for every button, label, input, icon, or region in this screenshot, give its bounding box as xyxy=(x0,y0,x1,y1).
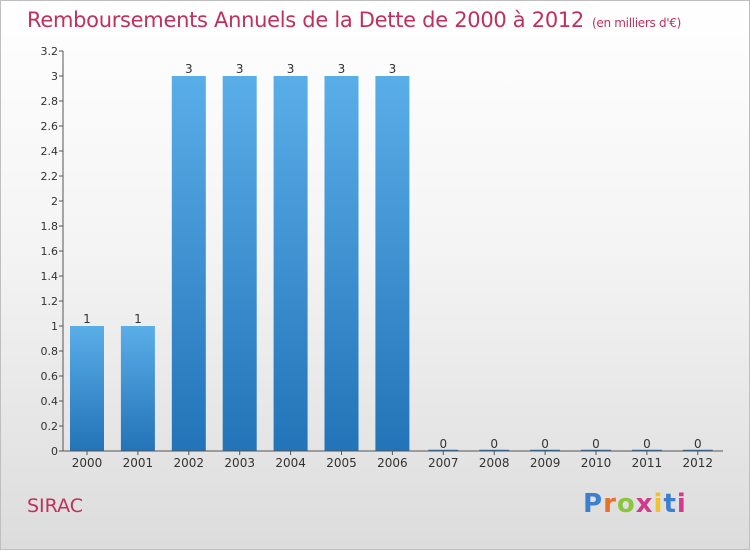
y-tick-label: 0.2 xyxy=(41,420,59,433)
y-tick-label: 0.8 xyxy=(41,345,59,358)
data-label: 3 xyxy=(338,62,346,76)
x-tick-label: 2011 xyxy=(632,456,663,470)
y-tick-label: 3.2 xyxy=(41,45,59,58)
x-tick-label: 2003 xyxy=(224,456,255,470)
bar xyxy=(70,326,104,451)
data-label: 0 xyxy=(643,437,651,451)
proxiti-logo: Proxiti xyxy=(583,489,687,519)
y-tick-label: 2.4 xyxy=(41,145,59,158)
data-label: 1 xyxy=(134,312,142,326)
data-label: 0 xyxy=(439,437,447,451)
data-label: 0 xyxy=(490,437,498,451)
x-tick-label: 2008 xyxy=(479,456,510,470)
title-unit: (en milliers d'€) xyxy=(592,16,682,30)
x-tick-label: 2005 xyxy=(326,456,357,470)
x-tick-label: 2010 xyxy=(581,456,612,470)
y-tick-label: 1.4 xyxy=(41,270,59,283)
x-tick-label: 2007 xyxy=(428,456,459,470)
y-tick-label: 3 xyxy=(51,70,58,83)
logo-letter: i xyxy=(653,489,664,519)
logo-letter: P xyxy=(583,489,604,519)
data-label: 3 xyxy=(287,62,295,76)
y-tick-label: 2.2 xyxy=(41,170,59,183)
x-tick-label: 2012 xyxy=(683,456,714,470)
logo-letter: o xyxy=(616,489,636,519)
x-tick-label: 2000 xyxy=(72,456,103,470)
bar xyxy=(375,76,410,451)
bar xyxy=(324,76,359,451)
x-tick-label: 2001 xyxy=(123,456,154,470)
title-main: Remboursements Annuels de la Dette de 20… xyxy=(27,8,584,32)
y-tick-label: 2.8 xyxy=(41,95,59,108)
y-tick-label: 1.6 xyxy=(41,245,59,258)
y-tick-label: 0 xyxy=(51,445,58,458)
y-axis: 0 0.2 0.4 0.6 0.8 1 1.2 1.4 1.6 1.8 2 2.2 2.4 2.6 2.8 3… xyxy=(41,45,64,458)
y-tick-label: 2 xyxy=(51,195,58,208)
logo-letter: r xyxy=(603,489,617,519)
x-tick-label: 2002 xyxy=(174,456,205,470)
commune-name: SIRAC xyxy=(27,495,84,517)
bar xyxy=(171,76,206,451)
y-tick-label: 2.6 xyxy=(41,120,59,133)
data-label: 1 xyxy=(83,312,91,326)
data-label: 0 xyxy=(694,437,702,451)
bar xyxy=(273,76,308,451)
x-tick-label: 2009 xyxy=(530,456,561,470)
logo-letter: x xyxy=(635,489,654,519)
bars: 1 1 3 3 3 3 3 0 0 0 0 0 0 xyxy=(70,62,713,452)
bar xyxy=(120,326,155,451)
y-tick-label: 1.2 xyxy=(41,295,59,308)
data-label: 0 xyxy=(541,437,549,451)
logo-letter: t xyxy=(663,489,677,519)
bar xyxy=(222,76,257,451)
x-tick-label: 2004 xyxy=(275,456,306,470)
data-label: 0 xyxy=(592,437,600,451)
y-tick-label: 0.4 xyxy=(41,395,59,408)
y-tick-label: 1 xyxy=(51,320,58,333)
data-label: 3 xyxy=(236,62,244,76)
y-tick-label: 0.6 xyxy=(41,370,59,383)
data-label: 3 xyxy=(389,62,397,76)
x-tick-label: 2006 xyxy=(377,456,408,470)
y-tick-label: 1.8 xyxy=(41,220,59,233)
logo-letter: i xyxy=(676,489,687,519)
x-axis: 2000 2001 2002 2003 2004 2005 2006 2007 2008 2009… xyxy=(63,450,723,470)
data-label: 3 xyxy=(185,62,193,76)
chart-title: Remboursements Annuels de la Dette de 20… xyxy=(27,8,681,32)
